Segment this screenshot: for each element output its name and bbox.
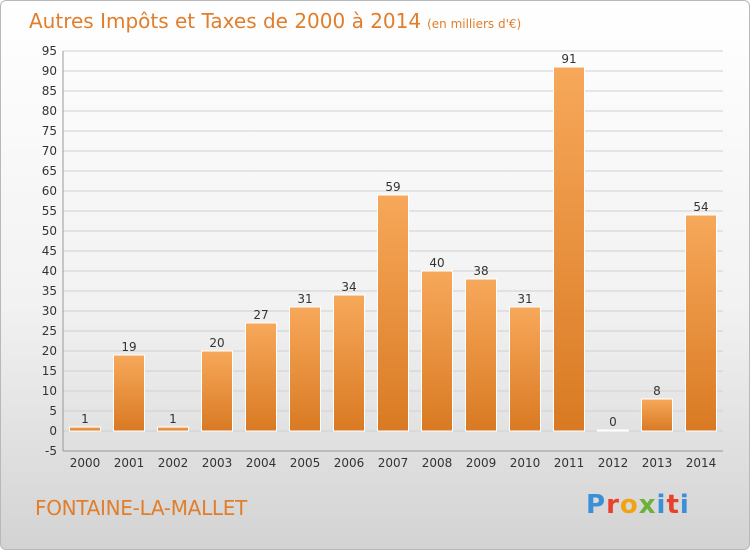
bar-2005	[289, 306, 321, 432]
value-label-2010: 31	[517, 292, 532, 306]
x-tick-label: 2009	[466, 456, 497, 470]
y-axis-ticks: -5 0 5 10 15 20 25 30 35 40 45 50 55 60 65 70 75 80 85 90 95	[42, 44, 57, 458]
y-tick-label: 70	[42, 144, 57, 158]
y-tick-label: 10	[42, 384, 57, 398]
y-tick-label: -5	[45, 444, 57, 458]
value-label-2000: 1	[81, 412, 89, 426]
value-label-2005: 31	[297, 292, 312, 306]
logo-letter: P	[586, 490, 607, 520]
bar-2001	[113, 354, 145, 432]
y-tick-label: 85	[42, 84, 57, 98]
x-tick-label: 2010	[510, 456, 541, 470]
bar-2006	[333, 294, 365, 432]
x-axis-ticks: 2000 2001 2002 2003 2004 2005 2006 2007 2008 2009…	[70, 456, 717, 470]
bars	[69, 66, 717, 432]
bar-2014	[685, 214, 717, 432]
y-tick-label: 95	[42, 44, 57, 58]
y-tick-label: 40	[42, 264, 57, 278]
bar-2008	[421, 270, 453, 432]
value-label-2004: 27	[253, 308, 268, 322]
chart-title-text: Autres Impôts et Taxes de 2000 à 2014	[29, 9, 422, 33]
logo-letter: i	[656, 490, 667, 520]
x-tick-label: 2007	[378, 456, 409, 470]
value-label-2008: 40	[429, 256, 444, 270]
commune-name: FONTAINE-LA-MALLET	[35, 496, 248, 520]
value-label-2002: 1	[169, 412, 177, 426]
y-tick-label: 25	[42, 324, 57, 338]
y-tick-label: 60	[42, 184, 57, 198]
value-label-2009: 38	[473, 264, 488, 278]
y-tick-label: 75	[42, 124, 57, 138]
bar-2013	[641, 398, 673, 432]
y-tick-label: 55	[42, 204, 57, 218]
value-labels: 1 19 1 20 27 31 34 59 40 38 31 91 0 8 54	[81, 52, 708, 429]
bar-2011	[553, 66, 585, 432]
value-label-2014: 54	[693, 200, 708, 214]
value-label-2001: 19	[121, 340, 136, 354]
logo-letter: t	[666, 490, 680, 520]
x-tick-label: 2012	[598, 456, 629, 470]
y-tick-label: 30	[42, 304, 57, 318]
y-tick-label: 90	[42, 64, 57, 78]
x-tick-label: 2011	[554, 456, 585, 470]
logo-letter: x	[638, 490, 657, 520]
value-label-2006: 34	[341, 280, 356, 294]
bar-2000	[69, 426, 101, 432]
x-tick-label: 2008	[422, 456, 453, 470]
bar-2009	[465, 278, 497, 432]
x-tick-label: 2001	[114, 456, 145, 470]
logo-letter: o	[619, 490, 639, 520]
y-tick-label: 20	[42, 344, 57, 358]
y-tick-label: 80	[42, 104, 57, 118]
x-tick-label: 2000	[70, 456, 101, 470]
x-tick-label: 2004	[246, 456, 277, 470]
value-label-2011: 91	[561, 52, 576, 66]
bar-2003	[201, 350, 233, 432]
x-tick-label: 2003	[202, 456, 233, 470]
y-tick-label: 50	[42, 224, 57, 238]
x-tick-label: 2002	[158, 456, 189, 470]
value-label-2007: 59	[385, 180, 400, 194]
y-tick-label: 35	[42, 284, 57, 298]
value-label-2013: 8	[653, 384, 661, 398]
value-label-2003: 20	[209, 336, 224, 350]
bar-2007	[377, 194, 409, 432]
chart-unit: (en milliers d'€)	[427, 17, 522, 31]
bar-2010	[509, 306, 541, 432]
x-tick-label: 2005	[290, 456, 321, 470]
x-tick-label: 2006	[334, 456, 365, 470]
bar-2002	[157, 426, 189, 432]
axes	[62, 51, 723, 452]
y-tick-label: 15	[42, 364, 57, 378]
bar-2004	[245, 322, 277, 432]
y-tick-label: 0	[49, 424, 57, 438]
y-tick-label: 65	[42, 164, 57, 178]
y-tick-label: 45	[42, 244, 57, 258]
y-tick-label: 5	[49, 404, 57, 418]
bar-2012	[597, 429, 629, 432]
logo-letter: r	[606, 490, 620, 520]
x-tick-label: 2014	[686, 456, 717, 470]
proxiti-logo: Proxiti	[586, 490, 690, 520]
value-label-2012: 0	[609, 415, 617, 429]
chart-title: Autres Impôts et Taxes de 2000 à 2014 (en…	[29, 9, 521, 33]
logo-letter: i	[679, 490, 690, 520]
x-tick-label: 2013	[642, 456, 673, 470]
